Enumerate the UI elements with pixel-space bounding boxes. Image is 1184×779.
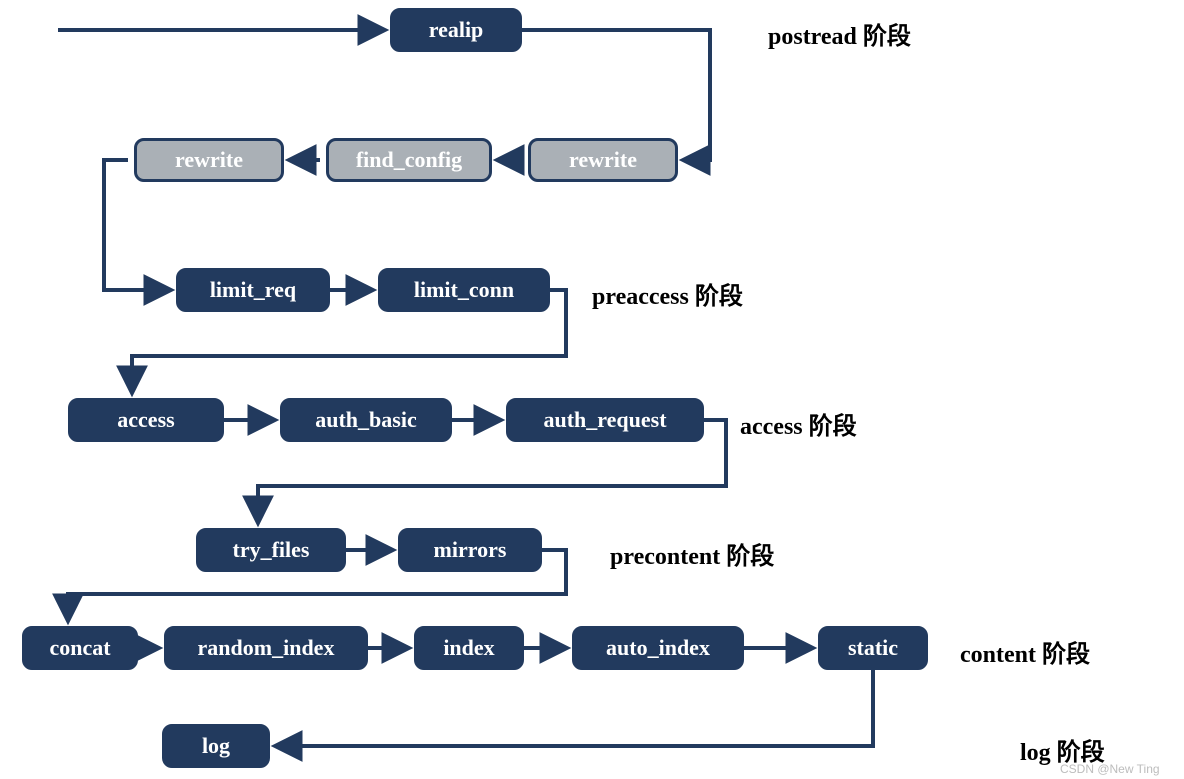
node-static: static: [818, 626, 928, 670]
node-label: index: [443, 635, 494, 661]
node-label: auto_index: [606, 635, 710, 661]
node-label: find_config: [356, 147, 462, 173]
edge-static-to-log: [276, 670, 873, 746]
node-concat: concat: [22, 626, 138, 670]
node-label: log: [202, 733, 230, 759]
phase-preaccess: preaccess 阶段: [592, 276, 743, 311]
node-random_index: random_index: [164, 626, 368, 670]
node-find_config: find_config: [326, 138, 492, 182]
node-label: limit_req: [210, 277, 296, 303]
node-label: try_files: [233, 537, 310, 563]
node-auth_basic: auth_basic: [280, 398, 452, 442]
node-limit_conn: limit_conn: [378, 268, 550, 312]
node-index: index: [414, 626, 524, 670]
node-label: static: [848, 635, 898, 661]
node-limit_req: limit_req: [176, 268, 330, 312]
flowchart-canvas: realip rewrite find_config rewrite limit_req…: [0, 0, 1184, 779]
node-auto_index: auto_index: [572, 626, 744, 670]
node-mirrors: mirrors: [398, 528, 542, 572]
node-label: limit_conn: [414, 277, 514, 303]
phase-postread: postread 阶段: [768, 16, 911, 51]
node-label: access: [117, 407, 174, 433]
node-label: realip: [429, 17, 484, 43]
node-label: auth_basic: [315, 407, 416, 433]
node-label: rewrite: [175, 147, 243, 173]
node-rewrite_l: rewrite: [134, 138, 284, 182]
node-label: random_index: [198, 635, 335, 661]
phase-content: content 阶段: [960, 634, 1090, 669]
node-label: rewrite: [569, 147, 637, 173]
node-rewrite_r: rewrite: [528, 138, 678, 182]
phase-precontent: precontent 阶段: [610, 536, 774, 571]
node-access: access: [68, 398, 224, 442]
node-auth_request: auth_request: [506, 398, 704, 442]
node-label: auth_request: [543, 407, 666, 433]
node-label: mirrors: [434, 537, 507, 563]
watermark: CSDN @New Ting: [1060, 762, 1160, 776]
node-label: concat: [49, 635, 110, 661]
node-realip: realip: [390, 8, 522, 52]
node-log: log: [162, 724, 270, 768]
node-try_files: try_files: [196, 528, 346, 572]
phase-access: access 阶段: [740, 406, 857, 441]
